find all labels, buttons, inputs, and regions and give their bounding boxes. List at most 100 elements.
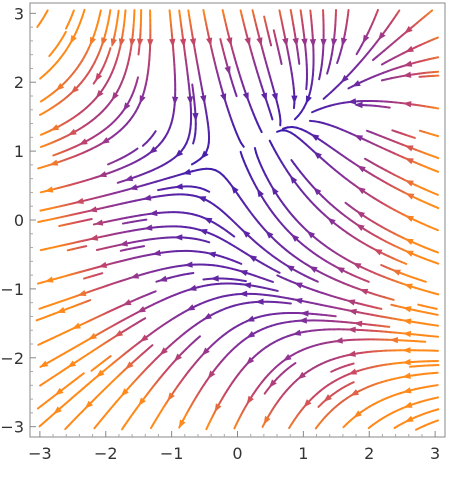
y-tick-label: 2 <box>14 73 24 92</box>
streamline-segment <box>192 162 196 164</box>
streamline-segment <box>38 282 43 283</box>
streamline-segment <box>241 143 244 147</box>
flow-arrowhead <box>101 137 110 144</box>
streamline-segment <box>203 279 208 280</box>
flow-arrowhead <box>363 35 370 44</box>
flow-arrowhead <box>226 37 232 46</box>
streamline-segment <box>40 75 44 78</box>
flow-arrowhead <box>45 277 54 283</box>
flow-arrowhead <box>306 95 312 104</box>
streamline-segment <box>66 24 68 28</box>
flow-arrowhead <box>283 354 292 361</box>
streamline-segment <box>337 58 339 63</box>
x-tick-label: −2 <box>94 444 118 463</box>
flow-arrowhead <box>352 263 361 270</box>
flow-arrowhead <box>79 138 88 144</box>
flow-arrowhead <box>320 39 326 47</box>
flow-arrowhead <box>56 307 65 313</box>
streamline-segment <box>38 167 43 168</box>
flow-arrowhead <box>405 46 414 52</box>
flow-arrowhead <box>215 403 222 412</box>
flow-arrowhead <box>352 80 361 86</box>
flow-arrowhead <box>243 92 249 101</box>
streamline-segment <box>139 50 140 55</box>
flow-arrowhead <box>341 38 347 47</box>
streamline-segment <box>418 305 423 306</box>
flow-arrowhead <box>239 291 247 297</box>
flow-arrowhead <box>403 72 412 78</box>
streamline-segment <box>37 319 41 321</box>
flow-arrowhead <box>348 369 357 375</box>
flow-arrowhead <box>70 35 77 44</box>
streamline-segment <box>41 99 45 102</box>
streamline-segment <box>365 159 369 161</box>
streamline-segment <box>291 160 294 164</box>
y-tick-label: 0 <box>14 211 24 230</box>
flow-arrowhead <box>98 171 107 177</box>
flow-arrowhead <box>405 145 414 151</box>
streamline-segment <box>41 249 46 250</box>
streamline-segment <box>331 370 335 372</box>
streamline-segment <box>193 139 194 144</box>
x-tick-label: 0 <box>232 444 242 463</box>
streamline-segment <box>143 143 147 146</box>
streamline-segment <box>343 424 346 427</box>
flow-arrowhead <box>389 337 398 343</box>
flow-arrowhead <box>336 267 345 274</box>
streamline-segment <box>94 424 97 428</box>
streamline-segment <box>369 425 373 428</box>
streamline-segment <box>121 250 126 251</box>
flow-arrowhead <box>246 331 255 338</box>
streamline-segment <box>357 50 359 54</box>
streamline-segment <box>382 62 386 64</box>
streamline-segment <box>118 181 123 182</box>
streamlines <box>37 10 439 430</box>
streamline-segment <box>49 52 52 56</box>
streamline-segment <box>316 424 319 428</box>
flow-arrowhead <box>111 38 117 47</box>
flow-arrowhead <box>90 37 96 46</box>
streamline-segment <box>289 424 292 428</box>
streamline-segment <box>420 131 425 132</box>
flow-arrowhead <box>67 360 76 367</box>
flow-arrowhead <box>192 113 198 122</box>
streamline-segment <box>40 210 45 211</box>
streamline-segment <box>280 59 281 64</box>
flow-arrowhead <box>403 318 412 324</box>
flow-arrowhead <box>220 93 226 102</box>
flow-arrowhead <box>347 299 356 305</box>
flow-arrowhead <box>261 92 267 101</box>
flow-arrowhead <box>403 61 412 67</box>
streamline-segment <box>65 426 68 429</box>
streamline-segment <box>255 148 256 153</box>
flow-arrowhead <box>356 211 365 218</box>
flow-arrowhead <box>246 316 255 322</box>
streamline-segment <box>38 406 42 409</box>
streamline-segment <box>265 390 268 394</box>
flow-arrowhead <box>186 304 195 311</box>
streamline-segment <box>97 249 102 250</box>
flow-arrowhead <box>88 333 97 340</box>
flow-arrowhead <box>197 196 206 202</box>
streamline-segment <box>271 115 272 120</box>
flow-arrowhead <box>245 37 251 46</box>
flow-arrowhead <box>182 169 191 175</box>
flow-arrowhead <box>311 134 320 141</box>
streamline-segment <box>260 128 262 132</box>
flow-arrowhead <box>359 289 368 295</box>
streamline-segment <box>151 424 153 428</box>
streamline-segment <box>241 152 242 157</box>
x-tick-label: −1 <box>160 444 184 463</box>
flow-arrowhead <box>264 416 271 425</box>
flow-arrowhead <box>257 188 264 197</box>
flow-arrowhead <box>405 215 414 221</box>
flow-arrowhead <box>256 37 262 46</box>
flow-arrowhead <box>255 299 264 305</box>
flow-arrowhead <box>123 102 130 111</box>
flow-arrowhead <box>77 290 86 296</box>
flow-arrowhead <box>68 129 77 136</box>
flow-arrowhead <box>404 402 413 408</box>
streamline-segment <box>38 343 42 345</box>
